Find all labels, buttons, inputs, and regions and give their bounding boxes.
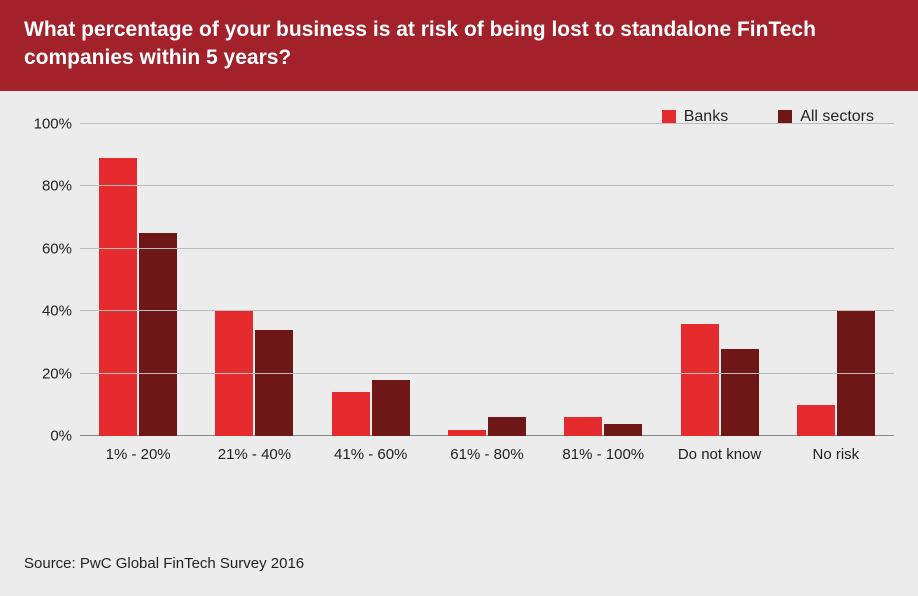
source-text: Source: PwC Global FinTech Survey 2016	[24, 555, 304, 572]
x-axis-category-label: 21% - 40%	[218, 436, 291, 463]
bars-container: 1% - 20%21% - 40%41% - 60%61% - 80%81% -…	[80, 124, 894, 436]
bar-banks	[564, 417, 602, 436]
grid-line	[80, 373, 894, 374]
grid-line	[80, 248, 894, 249]
bar-all_sectors	[255, 330, 293, 436]
chart-title: What percentage of your business is at r…	[24, 16, 894, 73]
y-axis-tick-label: 100%	[34, 116, 80, 133]
legend-swatch-all-sectors	[778, 110, 792, 124]
grid-line	[80, 310, 894, 311]
y-axis-tick-label: 20%	[42, 365, 80, 382]
chart-card: What percentage of your business is at r…	[0, 0, 918, 596]
x-axis-category-label: 41% - 60%	[334, 436, 407, 463]
y-axis-tick-label: 60%	[42, 240, 80, 257]
bar-all_sectors	[721, 349, 759, 436]
x-axis-category-label: Do not know	[678, 436, 761, 463]
y-axis-tick-label: 40%	[42, 303, 80, 320]
legend-swatch-banks	[662, 110, 676, 124]
bar-banks	[681, 324, 719, 436]
grid-line	[80, 123, 894, 124]
bar-group: 21% - 40%	[196, 124, 312, 436]
chart-area: Banks All sectors 1% - 20%21% - 40%41% -…	[24, 100, 894, 470]
bar-group: Do not know	[661, 124, 777, 436]
bar-group: 61% - 80%	[429, 124, 545, 436]
x-axis-category-label: No risk	[812, 436, 859, 463]
x-axis-category-label: 61% - 80%	[450, 436, 523, 463]
chart-header: What percentage of your business is at r…	[0, 0, 918, 91]
bar-banks	[99, 158, 137, 436]
bar-all_sectors	[139, 233, 177, 436]
x-axis-category-label: 81% - 100%	[562, 436, 644, 463]
bar-all_sectors	[488, 417, 526, 436]
x-axis-category-label: 1% - 20%	[106, 436, 171, 463]
bar-group: 41% - 60%	[313, 124, 429, 436]
y-axis-tick-label: 0%	[50, 428, 80, 445]
bar-banks	[332, 392, 370, 436]
grid-line	[80, 185, 894, 186]
plot-area: 1% - 20%21% - 40%41% - 60%61% - 80%81% -…	[80, 124, 894, 436]
bar-group: 1% - 20%	[80, 124, 196, 436]
bar-all_sectors	[604, 424, 642, 436]
bar-all_sectors	[372, 380, 410, 436]
bar-banks	[797, 405, 835, 436]
bar-group: No risk	[778, 124, 894, 436]
y-axis-tick-label: 80%	[42, 178, 80, 195]
bar-group: 81% - 100%	[545, 124, 661, 436]
